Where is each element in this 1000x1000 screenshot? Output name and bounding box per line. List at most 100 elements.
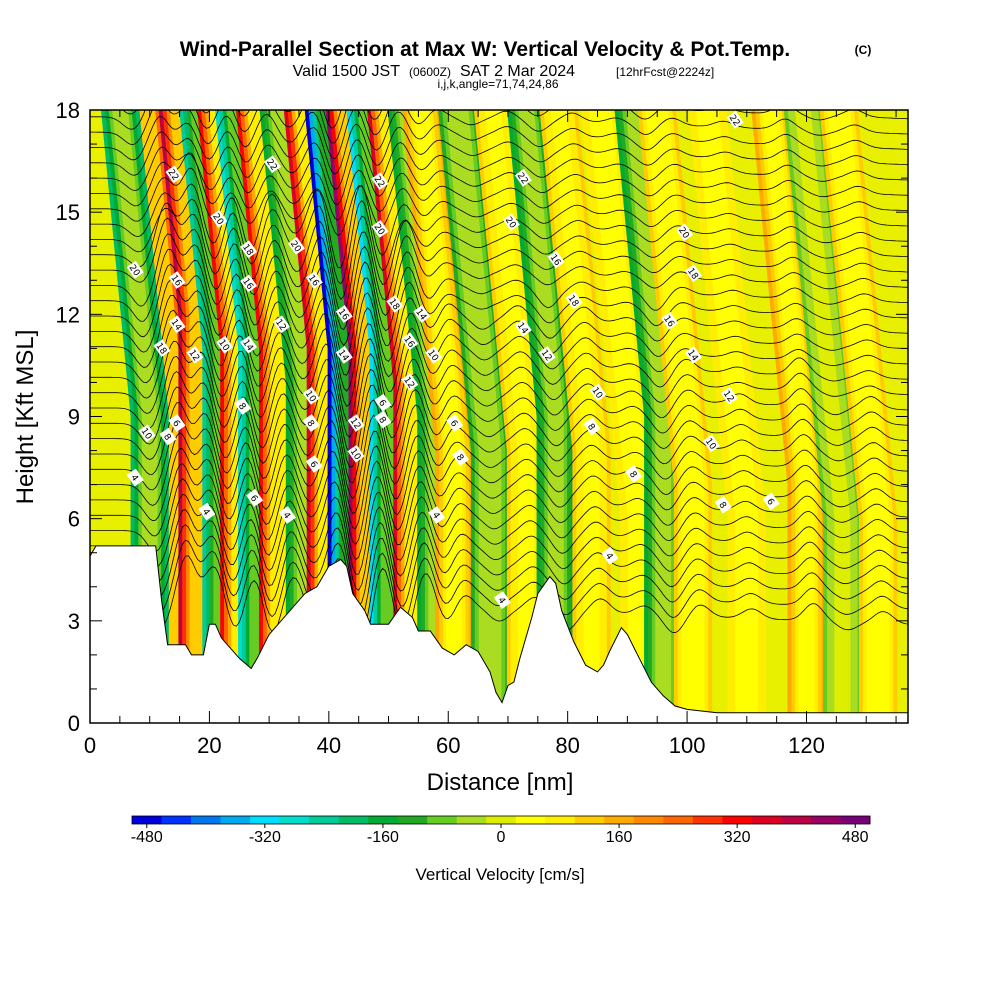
contour-label-bg — [714, 495, 732, 514]
velocity-band — [649, 110, 701, 723]
contour-label-text: 8 — [585, 422, 597, 433]
contour-label-bg — [371, 220, 389, 238]
contour-label-text: 4 — [128, 473, 140, 484]
contour-label-text: 8 — [716, 500, 728, 511]
colorbar-swatch — [338, 816, 369, 824]
theta-contour-line — [90, 110, 908, 160]
contour-label-bg — [371, 172, 389, 191]
contour-label-text: 6 — [170, 419, 182, 430]
contour-label-bg — [305, 271, 323, 289]
theta-contour-line — [90, 555, 908, 653]
contour-label-bg — [538, 346, 556, 364]
colorbar: -480 -320 -160 0 160 320 480 — [131, 815, 871, 846]
contour-label-bg — [702, 434, 720, 453]
contour-label: 8 — [452, 448, 470, 467]
contour-label-bg — [428, 506, 446, 524]
contour-label-bg — [126, 260, 144, 279]
contour-label-bg — [234, 397, 252, 415]
contour-label-bg — [726, 111, 744, 129]
colorbar-swatch — [309, 816, 340, 824]
contour-label-bg — [126, 468, 144, 487]
x-tick-label: 60 — [436, 733, 460, 758]
colorbar-swatch — [220, 816, 251, 824]
contour-label-bg — [159, 427, 177, 446]
contour-label-bg — [335, 346, 353, 364]
theta-contour-line — [90, 493, 908, 591]
theta-contour-line — [90, 202, 908, 300]
velocity-band — [398, 110, 445, 723]
colorbar-swatch — [692, 816, 723, 824]
contour-label-bg — [198, 502, 216, 521]
theta-contour-line — [90, 110, 908, 144]
y-tick-label: 3 — [68, 609, 80, 634]
chart-subtitle: Valid 1500 JST (0600Z) SAT 2 Mar 2024 [1… — [293, 63, 715, 80]
contour-label-bg — [452, 448, 470, 467]
contour-label-bg — [246, 489, 264, 507]
contour-label: 4 — [493, 591, 511, 610]
contour-label-bg — [210, 209, 228, 228]
contour-label-bg — [168, 414, 186, 432]
colorbar-tick-label: 0 — [497, 829, 506, 846]
theta-contours — [90, 110, 908, 653]
contour-label: 4 — [428, 506, 446, 524]
theta-contour-line — [90, 146, 908, 205]
colorbar-swatch — [751, 816, 782, 824]
contour-label-bg — [347, 444, 365, 463]
contour-label-text: 8 — [304, 419, 316, 430]
contour-label-bg — [565, 291, 583, 310]
contour-label-bg — [165, 165, 183, 184]
forecast-label: [12hrFcst@2224z] — [616, 65, 714, 79]
contour-label-text: 6 — [376, 398, 388, 409]
contour-label: 8 — [583, 417, 601, 436]
theta-contour-line — [90, 279, 908, 376]
contour-label-bg — [240, 335, 258, 354]
colorbar-swatch — [663, 816, 694, 824]
theta-contour-line — [90, 198, 908, 285]
contour-label-bg — [661, 311, 679, 330]
theta-contour-line — [90, 294, 908, 392]
contour-label-bg — [413, 305, 431, 323]
contour-label-bg — [514, 318, 532, 337]
y-tick-label: 6 — [68, 507, 80, 532]
colorbar-swatch — [811, 816, 841, 824]
contour-label-bg — [625, 465, 643, 484]
velocity-band — [518, 110, 564, 723]
grid-indices-label: i,j,k,angle=71,74,24,86 — [437, 77, 558, 91]
colorbar-swatch — [545, 816, 576, 824]
velocity-band — [270, 110, 313, 723]
contour-label: 4 — [198, 502, 216, 521]
theta-contour-line — [90, 539, 908, 637]
contour-label-bg — [263, 155, 282, 174]
theta-contour-line — [90, 478, 908, 575]
contour-label-bg — [153, 339, 171, 358]
contour-label: 6 — [374, 393, 392, 412]
velocity-band — [592, 110, 648, 723]
contour-label-text: 8 — [236, 402, 248, 413]
colorbar-tick-label: 320 — [724, 829, 751, 846]
theta-contour-line — [90, 131, 908, 190]
contour-label-text: 8 — [161, 432, 173, 443]
x-tick-label: 20 — [197, 733, 221, 758]
y-axis-title: Height [Kft MSL] — [12, 330, 39, 505]
theta-contour-line — [90, 248, 908, 346]
x-tick-label: 80 — [555, 733, 579, 758]
theta-contour-line — [90, 183, 908, 269]
contour-label-bg — [425, 346, 443, 364]
contour-label-bg — [335, 305, 353, 323]
y-tick-label: 0 — [68, 711, 80, 736]
x-tick-label: 120 — [788, 733, 825, 758]
contour-label-bg — [589, 383, 607, 402]
contour-label-bg — [168, 315, 186, 334]
contour-label-text: 6 — [307, 460, 319, 471]
contour-label-bg — [684, 264, 703, 283]
chart-title: Wind-Parallel Section at Max W: Vertical… — [180, 38, 791, 61]
contour-label-bg — [401, 332, 419, 351]
theta-contour-line — [90, 309, 908, 408]
theta-contour-line — [90, 370, 908, 468]
contour-label-text: 4 — [280, 511, 292, 522]
contour-label-bg — [547, 250, 565, 269]
contour-label-bg — [240, 240, 258, 259]
theta-contour-line — [90, 233, 908, 331]
